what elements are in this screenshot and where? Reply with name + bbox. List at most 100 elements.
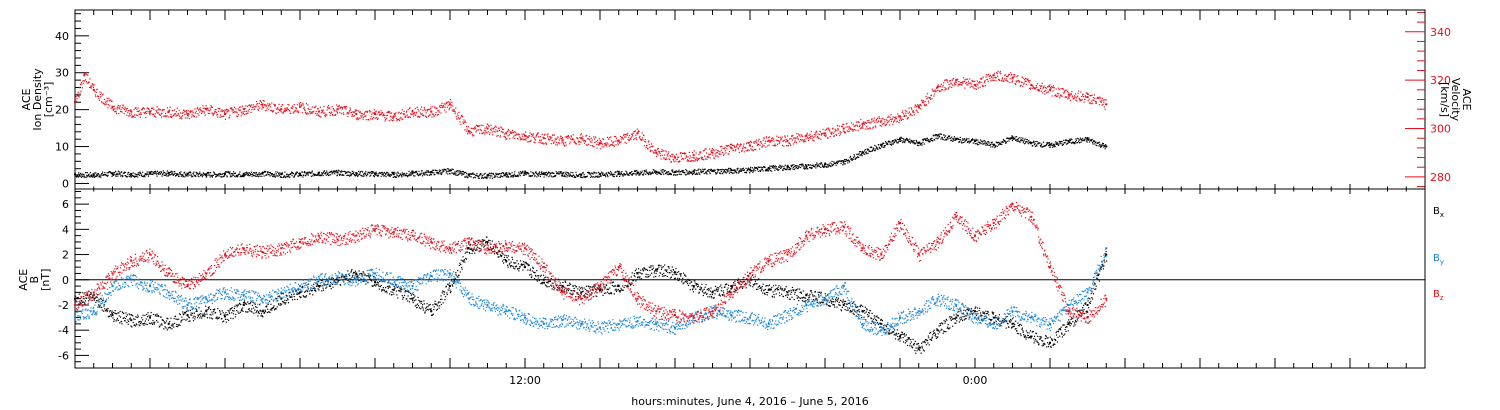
data-dot bbox=[942, 139, 944, 141]
data-dot bbox=[1099, 96, 1101, 98]
data-dot bbox=[144, 173, 146, 175]
data-dot bbox=[983, 142, 985, 144]
data-dot bbox=[925, 104, 928, 106]
data-dot bbox=[561, 138, 563, 140]
data-dot bbox=[1097, 97, 1100, 99]
data-dot bbox=[640, 173, 642, 175]
data-dot bbox=[273, 104, 276, 106]
data-dot bbox=[634, 137, 636, 140]
data-dot bbox=[332, 114, 334, 117]
data-dot bbox=[891, 143, 893, 145]
data-dot bbox=[1031, 84, 1033, 86]
data-dot bbox=[1101, 145, 1103, 148]
data-dot bbox=[385, 176, 387, 178]
data-dot bbox=[1050, 86, 1052, 89]
data-dot bbox=[965, 78, 967, 80]
data-dot bbox=[1046, 91, 1048, 93]
data-dot bbox=[271, 102, 273, 104]
data-dot bbox=[489, 133, 491, 136]
data-dot bbox=[139, 113, 141, 115]
data-dot bbox=[849, 155, 852, 158]
data-dot bbox=[944, 135, 947, 137]
data-dot bbox=[293, 111, 295, 113]
data-dot bbox=[160, 171, 163, 174]
data-dot bbox=[617, 144, 619, 146]
data-dot bbox=[1077, 138, 1079, 140]
data-dot bbox=[799, 139, 802, 141]
data-dot bbox=[693, 172, 695, 174]
data-dot bbox=[595, 136, 597, 139]
data-dot bbox=[764, 169, 767, 171]
data-dot bbox=[975, 138, 977, 140]
data-dot bbox=[148, 108, 150, 110]
data-dot bbox=[690, 172, 692, 174]
data-dot bbox=[832, 164, 834, 166]
data-dot bbox=[933, 90, 935, 92]
data-dot bbox=[1014, 83, 1016, 85]
data-dot bbox=[454, 113, 456, 115]
data-dot bbox=[101, 102, 103, 104]
data-dot bbox=[88, 291, 90, 293]
data-dot bbox=[100, 297, 102, 299]
data-dot bbox=[881, 145, 883, 147]
data-point bbox=[130, 172, 133, 175]
data-dot bbox=[420, 172, 422, 174]
data-dot bbox=[658, 171, 660, 173]
data-dot bbox=[985, 76, 987, 78]
data-dot bbox=[305, 103, 308, 105]
data-dot bbox=[403, 172, 405, 174]
data-dot bbox=[358, 173, 361, 175]
data-dot bbox=[457, 173, 460, 176]
data-dot bbox=[413, 112, 415, 115]
data-dot bbox=[1051, 142, 1053, 145]
data-dot bbox=[973, 139, 975, 141]
data-dot bbox=[522, 139, 524, 141]
data-dot bbox=[716, 155, 718, 157]
data-dot bbox=[876, 121, 878, 124]
data-dot bbox=[654, 170, 656, 172]
data-dot bbox=[881, 143, 884, 145]
data-dot bbox=[863, 123, 866, 125]
data-dot bbox=[264, 105, 266, 107]
data-dot bbox=[651, 143, 653, 145]
data-dot bbox=[243, 114, 245, 116]
data-dot bbox=[583, 176, 586, 178]
data-dot bbox=[963, 138, 965, 140]
data-dot bbox=[771, 170, 773, 172]
data-dot bbox=[571, 139, 573, 141]
data-dot bbox=[985, 74, 987, 76]
data-dot bbox=[887, 116, 889, 118]
data-dot bbox=[440, 112, 442, 114]
data-dot bbox=[853, 129, 855, 131]
data-dot bbox=[1022, 142, 1024, 144]
data-dot bbox=[1050, 87, 1052, 90]
data-dot bbox=[887, 141, 889, 143]
data-dot bbox=[876, 147, 878, 149]
data-dot bbox=[961, 84, 963, 86]
data-dot bbox=[840, 131, 842, 134]
data-dot bbox=[97, 294, 99, 296]
data-dot bbox=[576, 175, 578, 177]
data-dot bbox=[1075, 138, 1077, 140]
data-dot bbox=[777, 139, 779, 142]
data-dot bbox=[1103, 101, 1105, 103]
data-dot bbox=[732, 149, 735, 151]
data-dot bbox=[687, 159, 689, 161]
data-dot bbox=[499, 135, 501, 137]
data-dot bbox=[86, 294, 88, 296]
data-dot bbox=[934, 89, 936, 91]
data-dot bbox=[478, 125, 480, 128]
data-dot bbox=[462, 171, 465, 173]
data-dot bbox=[462, 122, 465, 125]
data-dot bbox=[247, 172, 249, 174]
data-dot bbox=[230, 174, 232, 176]
data-dot bbox=[698, 153, 700, 156]
data-dot bbox=[450, 169, 452, 172]
data-dot bbox=[964, 87, 966, 89]
data-point bbox=[974, 310, 976, 313]
data-dot bbox=[516, 175, 518, 177]
data-dot bbox=[432, 113, 434, 115]
data-dot bbox=[731, 148, 733, 150]
data-dot bbox=[343, 174, 345, 176]
data-dot bbox=[241, 113, 243, 115]
